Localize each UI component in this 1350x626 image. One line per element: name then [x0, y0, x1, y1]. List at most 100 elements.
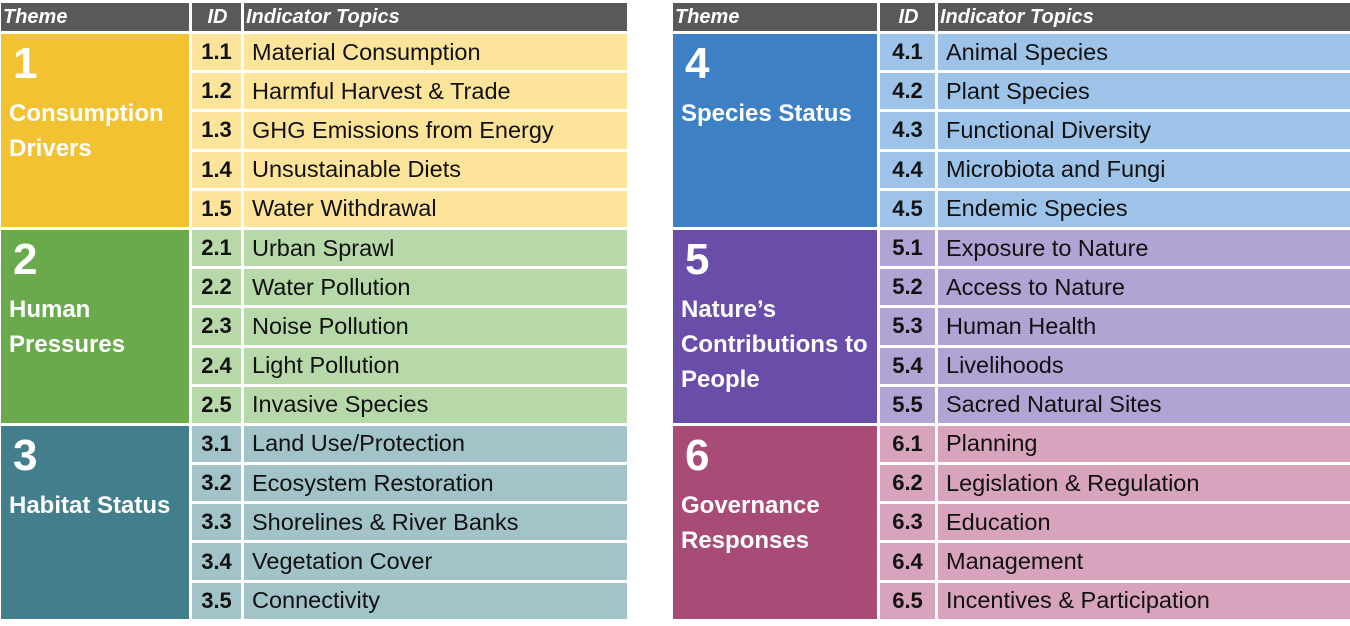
indicator-row: 1 Consumption Drivers 1.1 Material Consumpt… — [0, 30, 630, 230]
indicator-id: 2.4 — [189, 344, 244, 387]
indicator-id: 6.3 — [877, 501, 938, 544]
theme-number: 3 — [13, 430, 38, 480]
indicator-row: 2 Human Pressures 2.1 Urban Sprawl — [0, 226, 630, 426]
theme-number: 2 — [13, 234, 38, 284]
indicator-row: 1.3 GHG Emissions from Energy — [0, 109, 630, 152]
indicator-topic: Vegetation Cover — [241, 540, 630, 583]
theme-cell: 1 Consumption Drivers — [0, 31, 192, 230]
header-id: ID — [189, 0, 244, 34]
header-topics: Indicator Topics — [241, 0, 630, 34]
theme-cell: 6 Governance Responses — [670, 422, 880, 622]
indicator-topic: Harmful Harvest & Trade — [241, 70, 630, 113]
indicator-topic: Unsustainable Diets — [241, 148, 630, 191]
indicator-row: 5.2 Access to Nature — [672, 266, 1350, 309]
indicator-topic: Noise Pollution — [241, 305, 630, 348]
theme-number: 6 — [685, 430, 710, 480]
indicator-row: 6.5 Incentives & Participation — [672, 579, 1350, 622]
indicator-row: 6 Governance Responses 6.1 Planning — [670, 422, 1350, 622]
header-row: Theme ID Indicator Topics — [0, 0, 630, 34]
theme-number: 4 — [685, 39, 710, 88]
indicator-id: 3.1 — [189, 422, 244, 466]
indicator-topic: Access to Nature — [935, 266, 1350, 309]
theme-name: Governance Responses — [681, 491, 820, 554]
indicator-id: 3.5 — [189, 579, 244, 622]
indicator-topic: Water Withdrawal — [241, 187, 630, 230]
theme-name: Species Status — [681, 100, 852, 127]
indicator-id: 5.3 — [877, 305, 938, 348]
indicator-id: 3.4 — [189, 540, 244, 583]
header-id: ID — [877, 0, 938, 34]
indicator-table-left: Theme ID Indicator Topics 1 Consumption D… — [0, 0, 630, 622]
indicator-row: 3 Habitat Status 3.1 Land Use/Protection — [0, 422, 630, 622]
indicator-id: 6.5 — [877, 579, 938, 622]
indicator-topic: Plant Species — [935, 70, 1350, 113]
theme-cell: 5 Nature’s Contributions to People — [670, 226, 880, 426]
theme-name: Nature’s Contributions to People — [681, 295, 868, 393]
indicator-id: 2.2 — [189, 266, 244, 309]
indicator-id: 5.4 — [877, 344, 938, 387]
indicator-id: 5.1 — [877, 226, 938, 270]
header-row: Theme ID Indicator Topics — [670, 0, 1350, 34]
indicator-row: 4.4 Microbiota and Fungi — [672, 148, 1350, 191]
theme-name: Habitat Status — [9, 491, 171, 519]
indicator-topic: Management — [935, 540, 1350, 583]
indicator-topic: Animal Species — [935, 30, 1350, 74]
indicator-row: 5.3 Human Health — [672, 305, 1350, 348]
indicator-row: 2.5 Invasive Species — [0, 383, 630, 426]
indicator-id: 6.1 — [877, 422, 938, 466]
theme-cell: 3 Habitat Status — [0, 422, 192, 622]
theme-name: Human Pressures — [9, 295, 126, 358]
indicator-topic: Sacred Natural Sites — [935, 383, 1350, 426]
indicator-topic: Invasive Species — [241, 383, 630, 426]
indicator-id: 4.4 — [877, 148, 938, 191]
indicator-topic: Functional Diversity — [935, 109, 1350, 152]
header-theme: Theme — [670, 0, 880, 34]
indicator-id: 4.1 — [877, 30, 938, 74]
indicator-row: 2.3 Noise Pollution — [0, 305, 630, 348]
indicator-id: 2.3 — [189, 305, 244, 348]
indicator-table-right: Theme ID Indicator Topics 4 Species Statu… — [670, 0, 1350, 622]
header-theme: Theme — [0, 0, 192, 34]
indicator-row: 1.4 Unsustainable Diets — [0, 148, 630, 191]
indicator-topic: Endemic Species — [935, 187, 1350, 230]
indicator-topic: Shorelines & River Banks — [241, 501, 630, 544]
indicator-topic: Water Pollution — [241, 266, 630, 309]
indicator-row: 5.4 Livelihoods — [672, 344, 1350, 387]
indicator-topic: Livelihoods — [935, 344, 1350, 387]
indicator-row: 3.3 Shorelines & River Banks — [0, 501, 630, 544]
indicator-id: 1.1 — [189, 30, 244, 74]
indicator-topic: Light Pollution — [241, 344, 630, 387]
indicator-topic: Education — [935, 501, 1350, 544]
indicator-row: 3.4 Vegetation Cover — [0, 540, 630, 583]
indicator-row: 1.5 Water Withdrawal — [0, 187, 630, 230]
indicator-id: 1.2 — [189, 70, 244, 113]
indicator-id: 4.5 — [877, 187, 938, 230]
indicator-row: 2.4 Light Pollution — [0, 344, 630, 387]
indicator-row: 2.2 Water Pollution — [0, 266, 630, 309]
indicator-row: 6.4 Management — [672, 540, 1350, 583]
indicator-topic: Material Consumption — [241, 30, 630, 74]
indicator-id: 3.2 — [189, 462, 244, 505]
indicator-id: 2.1 — [189, 226, 244, 270]
header-topics: Indicator Topics — [935, 0, 1350, 34]
theme-number: 1 — [13, 39, 38, 88]
indicator-row: 3.2 Ecosystem Restoration — [0, 462, 630, 505]
indicator-topic: Planning — [935, 422, 1350, 466]
indicator-id: 6.4 — [877, 540, 938, 583]
indicator-topic: Urban Sprawl — [241, 226, 630, 270]
indicator-row: 6.3 Education — [672, 501, 1350, 544]
indicator-topic: Human Health — [935, 305, 1350, 348]
indicator-row: 6.2 Legislation & Regulation — [672, 462, 1350, 505]
indicator-topic: Legislation & Regulation — [935, 462, 1350, 505]
theme-cell: 2 Human Pressures — [0, 226, 192, 426]
indicator-id: 1.3 — [189, 109, 244, 152]
indicator-id: 3.3 — [189, 501, 244, 544]
indicator-id: 1.4 — [189, 148, 244, 191]
theme-name: Consumption Drivers — [9, 100, 164, 162]
indicator-topic: GHG Emissions from Energy — [241, 109, 630, 152]
indicator-topic: Incentives & Participation — [935, 579, 1350, 622]
indicator-id: 4.2 — [877, 70, 938, 113]
indicator-id: 5.5 — [877, 383, 938, 426]
indicator-id: 1.5 — [189, 187, 244, 230]
indicator-row: 4.3 Functional Diversity — [672, 109, 1350, 152]
